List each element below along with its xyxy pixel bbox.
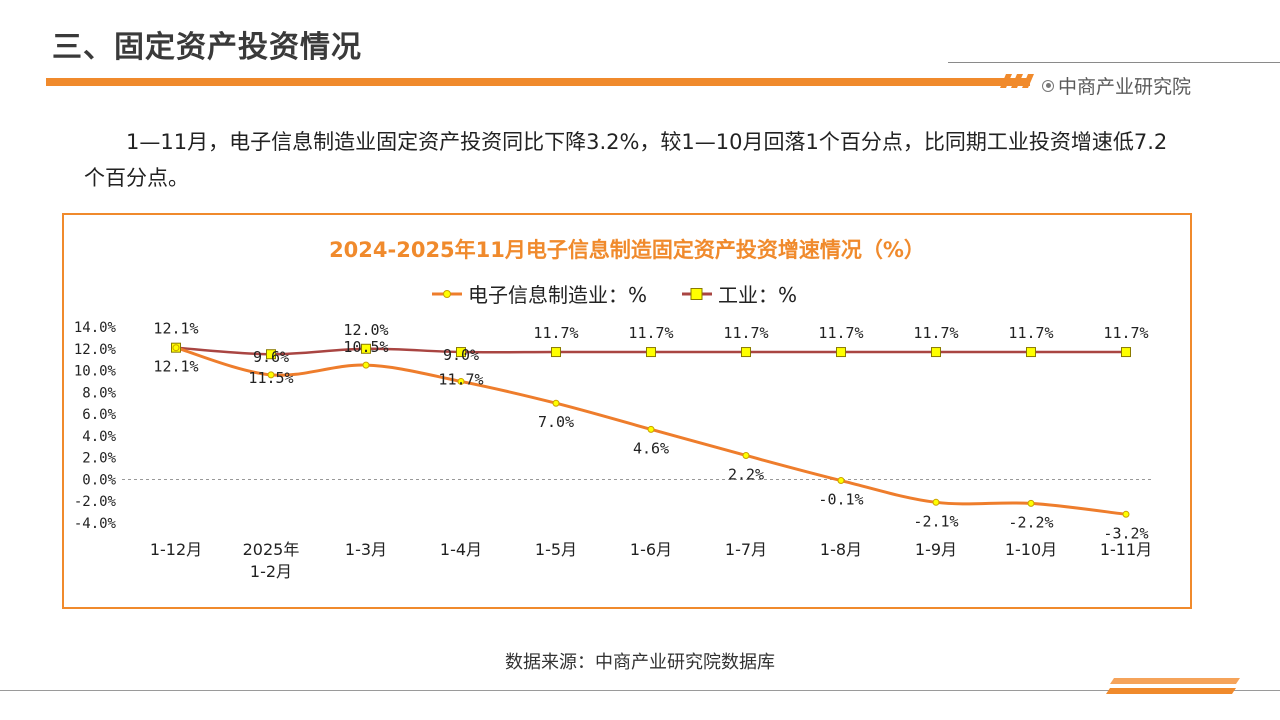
point-electronics [1122, 510, 1130, 518]
data-label-industry: 11.7% [628, 324, 673, 342]
x-tick-label: 1-8月 [820, 540, 862, 559]
data-source: 数据来源：中商产业研究院数据库 [505, 652, 775, 673]
y-tick-label: 4.0% [82, 429, 116, 445]
section-title: 三、固定资产投资情况 [52, 30, 362, 65]
data-label-industry: 11.7% [1008, 324, 1053, 342]
point-industry [456, 347, 466, 358]
y-tick-label: 8.0% [82, 385, 116, 401]
legend-label-industry: 工业：% [718, 283, 797, 307]
y-tick-label: -4.0% [74, 516, 117, 532]
x-tick-label: 1-12月 [150, 540, 202, 559]
line-chart: 2024-2025年11月电子信息制造固定资产投资增速情况（%） 电子信息制造业：… [74, 238, 1154, 581]
x-tick-label: 2025年 [243, 540, 300, 559]
y-tick-label: 0.0% [82, 472, 116, 488]
point-industry [361, 343, 371, 354]
y-tick-label: 6.0% [82, 407, 116, 423]
point-electronics [172, 344, 180, 352]
data-label-industry: 11.7% [723, 324, 768, 342]
point-industry [741, 347, 751, 358]
y-tick-label: 12.0% [74, 342, 117, 358]
point-electronics [932, 498, 940, 506]
footer-divider [0, 690, 1280, 691]
title-underline [46, 78, 1030, 86]
x-tick-label: 1-5月 [535, 540, 577, 559]
data-label-electronics: 9.0% [443, 346, 479, 364]
point-industry [836, 347, 846, 358]
slash-decoration [1000, 74, 1034, 88]
point-industry [1026, 347, 1036, 358]
data-label-electronics: 7.0% [538, 413, 574, 431]
brand-logo: 中商产业研究院 [1042, 72, 1191, 99]
point-electronics [1027, 499, 1035, 507]
point-electronics [362, 361, 370, 369]
x-tick-label: 1-3月 [345, 540, 387, 559]
data-label-electronics: 9.6% [253, 348, 289, 366]
target-icon [1042, 79, 1054, 92]
point-electronics [267, 371, 275, 379]
point-electronics [647, 425, 655, 433]
footer-decoration [1106, 678, 1240, 694]
header-divider [948, 62, 1280, 63]
y-tick-label: 14.0% [74, 320, 117, 336]
x-tick-label: 1-2月 [250, 562, 292, 581]
data-label-electronics: -0.1% [818, 491, 863, 509]
legend-label-electronics: 电子信息制造业：% [468, 283, 647, 307]
y-tick-label: 10.0% [74, 364, 117, 380]
x-tick-label: 1-7月 [725, 540, 767, 559]
point-industry [646, 347, 656, 358]
data-label-electronics: 2.2% [728, 465, 764, 483]
data-label-industry: 11.7% [818, 324, 863, 342]
legend-marker-industry [690, 288, 703, 300]
y-tick-label: -2.0% [74, 494, 117, 510]
x-tick-label: 1-6月 [630, 540, 672, 559]
point-electronics [552, 399, 560, 407]
data-label-industry: 12.1% [153, 320, 198, 338]
legend-marker-electronics [443, 290, 451, 298]
data-label-industry: 11.7% [533, 324, 578, 342]
point-industry [266, 349, 276, 360]
x-tick-label: 1-11月 [1100, 540, 1152, 559]
point-industry [551, 347, 561, 358]
point-industry [931, 347, 941, 358]
data-label-industry: 11.7% [438, 370, 483, 388]
brand-name: 中商产业研究院 [1058, 76, 1192, 98]
data-label-industry: 11.5% [248, 369, 293, 387]
chart-title: 2024-2025年11月电子信息制造固定资产投资增速情况（%） [329, 238, 925, 262]
summary-paragraph: 1—11月，电子信息制造业固定资产投资同比下降3.2%，较1—10月回落1个百分… [84, 130, 1168, 190]
data-label-industry: 11.7% [1103, 324, 1148, 342]
x-tick-label: 1-4月 [440, 540, 482, 559]
y-tick-label: 2.0% [82, 451, 116, 467]
data-label-electronics: 4.6% [633, 439, 669, 457]
data-label-electronics: 12.1% [153, 358, 198, 376]
x-tick-label: 1-10月 [1005, 540, 1057, 559]
point-electronics [837, 477, 845, 485]
data-label-electronics: 10.5% [343, 338, 388, 356]
point-electronics [457, 377, 465, 385]
point-electronics [742, 451, 750, 459]
data-label-industry: 11.7% [913, 324, 958, 342]
x-tick-label: 1-9月 [915, 540, 957, 559]
data-label-industry: 12.0% [343, 321, 388, 339]
data-label-electronics: -2.1% [913, 512, 958, 530]
chart-frame: 2024-2025年11月电子信息制造固定资产投资增速情况（%） 电子信息制造业：… [62, 213, 1192, 609]
point-industry [1121, 347, 1131, 358]
data-label-electronics: -3.2% [1103, 524, 1148, 542]
data-label-electronics: -2.2% [1008, 513, 1053, 531]
